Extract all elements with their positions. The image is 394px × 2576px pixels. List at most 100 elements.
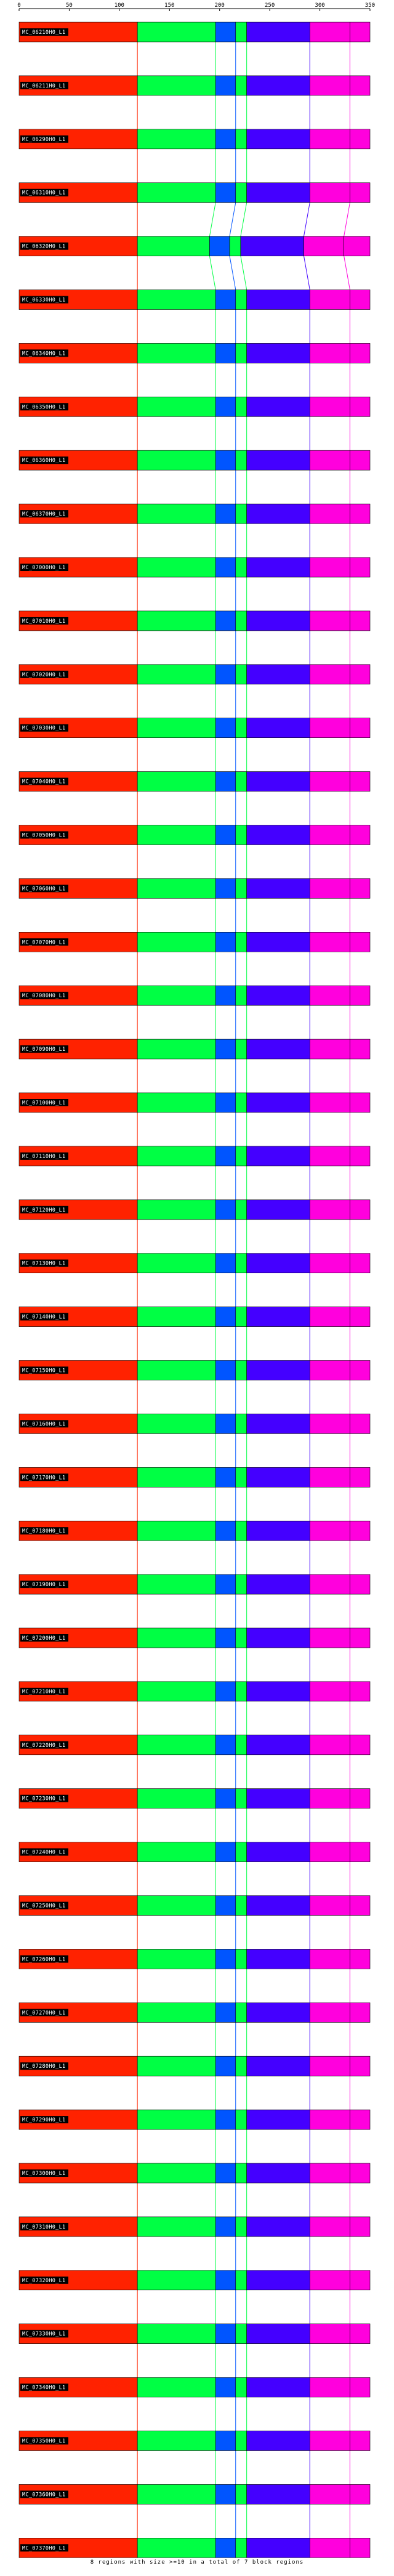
boundary-connector xyxy=(229,256,236,290)
region-block xyxy=(309,2056,350,2076)
region-block xyxy=(350,825,371,845)
region-block xyxy=(215,1574,236,1595)
region-block xyxy=(235,1467,247,1488)
region-block xyxy=(215,1735,236,1756)
region-block xyxy=(137,878,216,899)
region-block xyxy=(137,343,216,363)
region-row: MC_06290H0_L1 xyxy=(18,129,371,150)
region-block xyxy=(246,450,310,471)
region-block xyxy=(137,2431,216,2451)
region-row: MC_07170H0_L1 xyxy=(18,1467,371,1488)
row-label: MC_07340H0_L1 xyxy=(22,2385,65,2391)
boundary-connector xyxy=(209,202,216,237)
row-label: MC_07160H0_L1 xyxy=(22,1421,65,1427)
region-block xyxy=(215,1146,236,1167)
region-block xyxy=(350,290,371,310)
region-block xyxy=(215,1039,236,1059)
region-block xyxy=(246,1360,310,1380)
region-row: MC_06310H0_L1 xyxy=(18,182,371,203)
region-block xyxy=(137,2003,216,2023)
region-block xyxy=(309,1895,350,1916)
region-block xyxy=(246,985,310,1006)
region-block xyxy=(350,450,371,471)
region-block xyxy=(246,2377,310,2397)
region-block xyxy=(246,1681,310,1702)
region-row: MC_07130H0_L1 xyxy=(18,1253,371,1273)
region-block xyxy=(350,2109,371,2130)
region-block xyxy=(309,718,350,738)
row-label: MC_06310H0_L1 xyxy=(22,190,65,196)
region-block xyxy=(235,2056,247,2076)
region-block xyxy=(235,2216,247,2237)
row-label-box xyxy=(20,188,68,196)
axis-tick-label: 200 xyxy=(215,2,225,9)
row-label: MC_07370H0_L1 xyxy=(22,2545,65,2551)
region-block xyxy=(246,1092,310,1113)
row-label: MC_07330H0_L1 xyxy=(22,2331,65,2338)
region-block xyxy=(246,1735,310,1756)
row-label: MC_07100H0_L1 xyxy=(22,1100,65,1106)
row-label: MC_06330H0_L1 xyxy=(22,298,65,304)
region-row: MC_07120H0_L1 xyxy=(18,1199,371,1220)
region-block xyxy=(309,932,350,952)
row-label: MC_07190H0_L1 xyxy=(22,1582,65,1588)
row-label: MC_07060H0_L1 xyxy=(22,886,65,892)
region-block xyxy=(350,1788,371,1808)
row-label-box xyxy=(20,617,68,625)
row-label: MC_07250H0_L1 xyxy=(22,1903,65,1910)
region-row: MC_07330H0_L1 xyxy=(18,2323,371,2344)
region-block xyxy=(235,1253,247,1273)
row-label-box xyxy=(20,831,68,839)
region-block xyxy=(309,1842,350,1862)
row-label-box xyxy=(20,1794,68,1802)
region-block xyxy=(137,1895,216,1916)
row-label-box xyxy=(20,1527,68,1535)
row-label: MC_07000H0_L1 xyxy=(22,565,65,571)
region-block xyxy=(309,2484,350,2505)
region-block xyxy=(246,75,310,96)
region-block xyxy=(350,1895,371,1916)
region-block xyxy=(350,1520,371,1541)
region-block xyxy=(235,1306,247,1327)
region-row: MC_07340H0_L1 xyxy=(18,2377,371,2397)
region-block xyxy=(309,22,350,43)
region-row: MC_07270H0_L1 xyxy=(18,2003,371,2023)
region-row: MC_06360H0_L1 xyxy=(18,450,371,471)
row-label-box xyxy=(20,81,68,89)
region-row: MC_07300H0_L1 xyxy=(18,2163,371,2184)
region-block xyxy=(309,610,350,631)
row-label-box xyxy=(20,564,68,571)
region-row: MC_07210H0_L1 xyxy=(18,1681,371,1702)
region-block xyxy=(215,1681,236,1702)
region-block xyxy=(246,22,310,43)
region-block xyxy=(137,503,216,524)
region-block xyxy=(137,825,216,845)
region-block xyxy=(350,2270,371,2291)
row-label: MC_06370H0_L1 xyxy=(22,511,65,517)
region-block xyxy=(309,557,350,578)
row-label: MC_07290H0_L1 xyxy=(22,2117,65,2123)
row-label: MC_07300H0_L1 xyxy=(22,2171,65,2177)
region-block xyxy=(350,1146,371,1167)
row-label-box xyxy=(20,28,68,36)
region-block xyxy=(215,932,236,952)
region-block xyxy=(235,1039,247,1059)
region-row: MC_07310H0_L1 xyxy=(18,2216,371,2237)
region-block xyxy=(215,75,236,96)
axis-tick-label: 50 xyxy=(66,2,73,9)
row-label-box xyxy=(20,403,68,411)
region-block xyxy=(235,1360,247,1380)
boundary-connector xyxy=(304,202,310,237)
row-label-box xyxy=(20,135,68,143)
region-block xyxy=(246,1627,310,1648)
region-row: MC_07180H0_L1 xyxy=(18,1520,371,1541)
region-block xyxy=(309,1360,350,1380)
region-block xyxy=(309,2109,350,2130)
region-row: MC_07230H0_L1 xyxy=(18,1788,371,1808)
region-block xyxy=(137,1199,216,1220)
region-block xyxy=(309,2270,350,2291)
region-block xyxy=(235,1949,247,1969)
region-block xyxy=(309,878,350,899)
region-row: MC_07140H0_L1 xyxy=(18,1306,371,1327)
region-block xyxy=(246,182,310,203)
